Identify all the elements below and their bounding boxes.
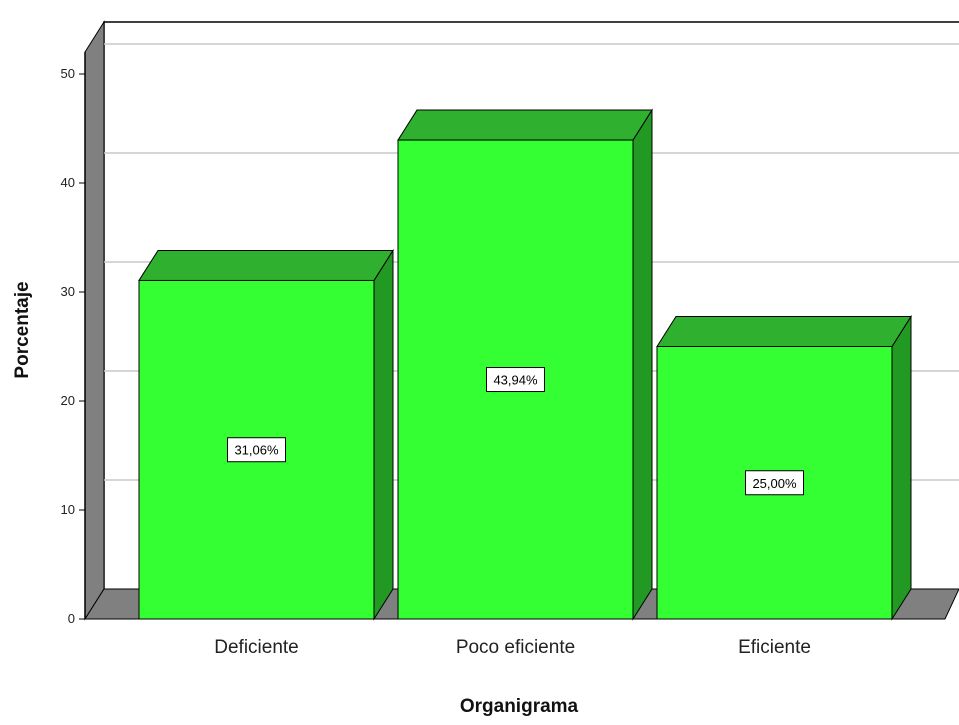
bar-top <box>138 249 394 281</box>
side-wall <box>84 20 105 621</box>
x-axis-categories: Deficiente Poco eficiente Eficiente <box>214 637 811 658</box>
data-labels: 31,06% 43,94% 25,00% <box>227 367 804 496</box>
bar-side <box>373 248 394 621</box>
bar-side <box>632 108 653 621</box>
data-label: 31,06% <box>234 443 279 458</box>
y-tick-label: 20 <box>61 393 75 408</box>
bar-top <box>656 316 912 347</box>
bar-side <box>891 314 912 621</box>
x-axis-title: Organigrama <box>460 696 579 717</box>
x-tick-label: Poco eficiente <box>456 637 575 658</box>
data-label: 43,94% <box>493 373 538 388</box>
bars <box>138 108 912 621</box>
x-tick-label: Deficiente <box>214 637 299 658</box>
data-label-box <box>486 367 545 393</box>
y-tick-label: 0 <box>68 611 75 626</box>
y-axis-ticks: 0 10 20 30 40 50 <box>61 52 86 626</box>
y-axis-title: Porcentaje <box>12 281 33 378</box>
data-label-box <box>227 437 286 463</box>
data-label-box <box>745 470 804 496</box>
y-tick-label: 50 <box>61 66 75 81</box>
bar-top <box>397 109 653 141</box>
y-tick-label: 10 <box>61 502 75 517</box>
y-tick-label: 40 <box>61 175 75 190</box>
x-tick-label: Eficiente <box>738 637 811 658</box>
data-label: 25,00% <box>752 476 797 491</box>
y-tick-label: 30 <box>61 284 75 299</box>
